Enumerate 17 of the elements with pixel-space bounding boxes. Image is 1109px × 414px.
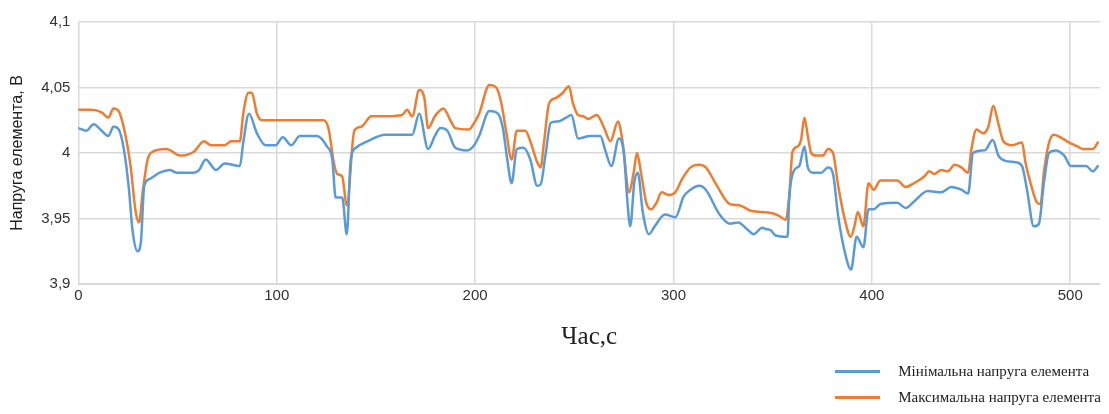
y-tick-label: 4,05	[41, 77, 71, 95]
x-tick-label: 400	[859, 286, 885, 304]
legend-label: Мінімальна напруга елемента	[898, 362, 1090, 380]
y-tick-label: 3,95	[41, 208, 71, 226]
x-tick-label: 100	[264, 286, 290, 304]
line-series	[78, 109, 1100, 271]
y-tick-label: 4,1	[49, 12, 71, 30]
y-tick-label: 4	[62, 143, 71, 161]
y-tick-label: 3,9	[49, 274, 71, 292]
x-axis-title: Час,с	[561, 321, 618, 349]
line-series	[78, 83, 1100, 239]
x-tick-label: 300	[660, 286, 687, 304]
y-axis-title: Напруга елемента, В	[8, 75, 26, 231]
legend-label: Максимальна напруга елемента	[898, 388, 1101, 406]
x-tick-label: 500	[1057, 286, 1083, 304]
x-tick-label: 0	[74, 286, 83, 304]
x-tick-label: 200	[462, 286, 488, 304]
